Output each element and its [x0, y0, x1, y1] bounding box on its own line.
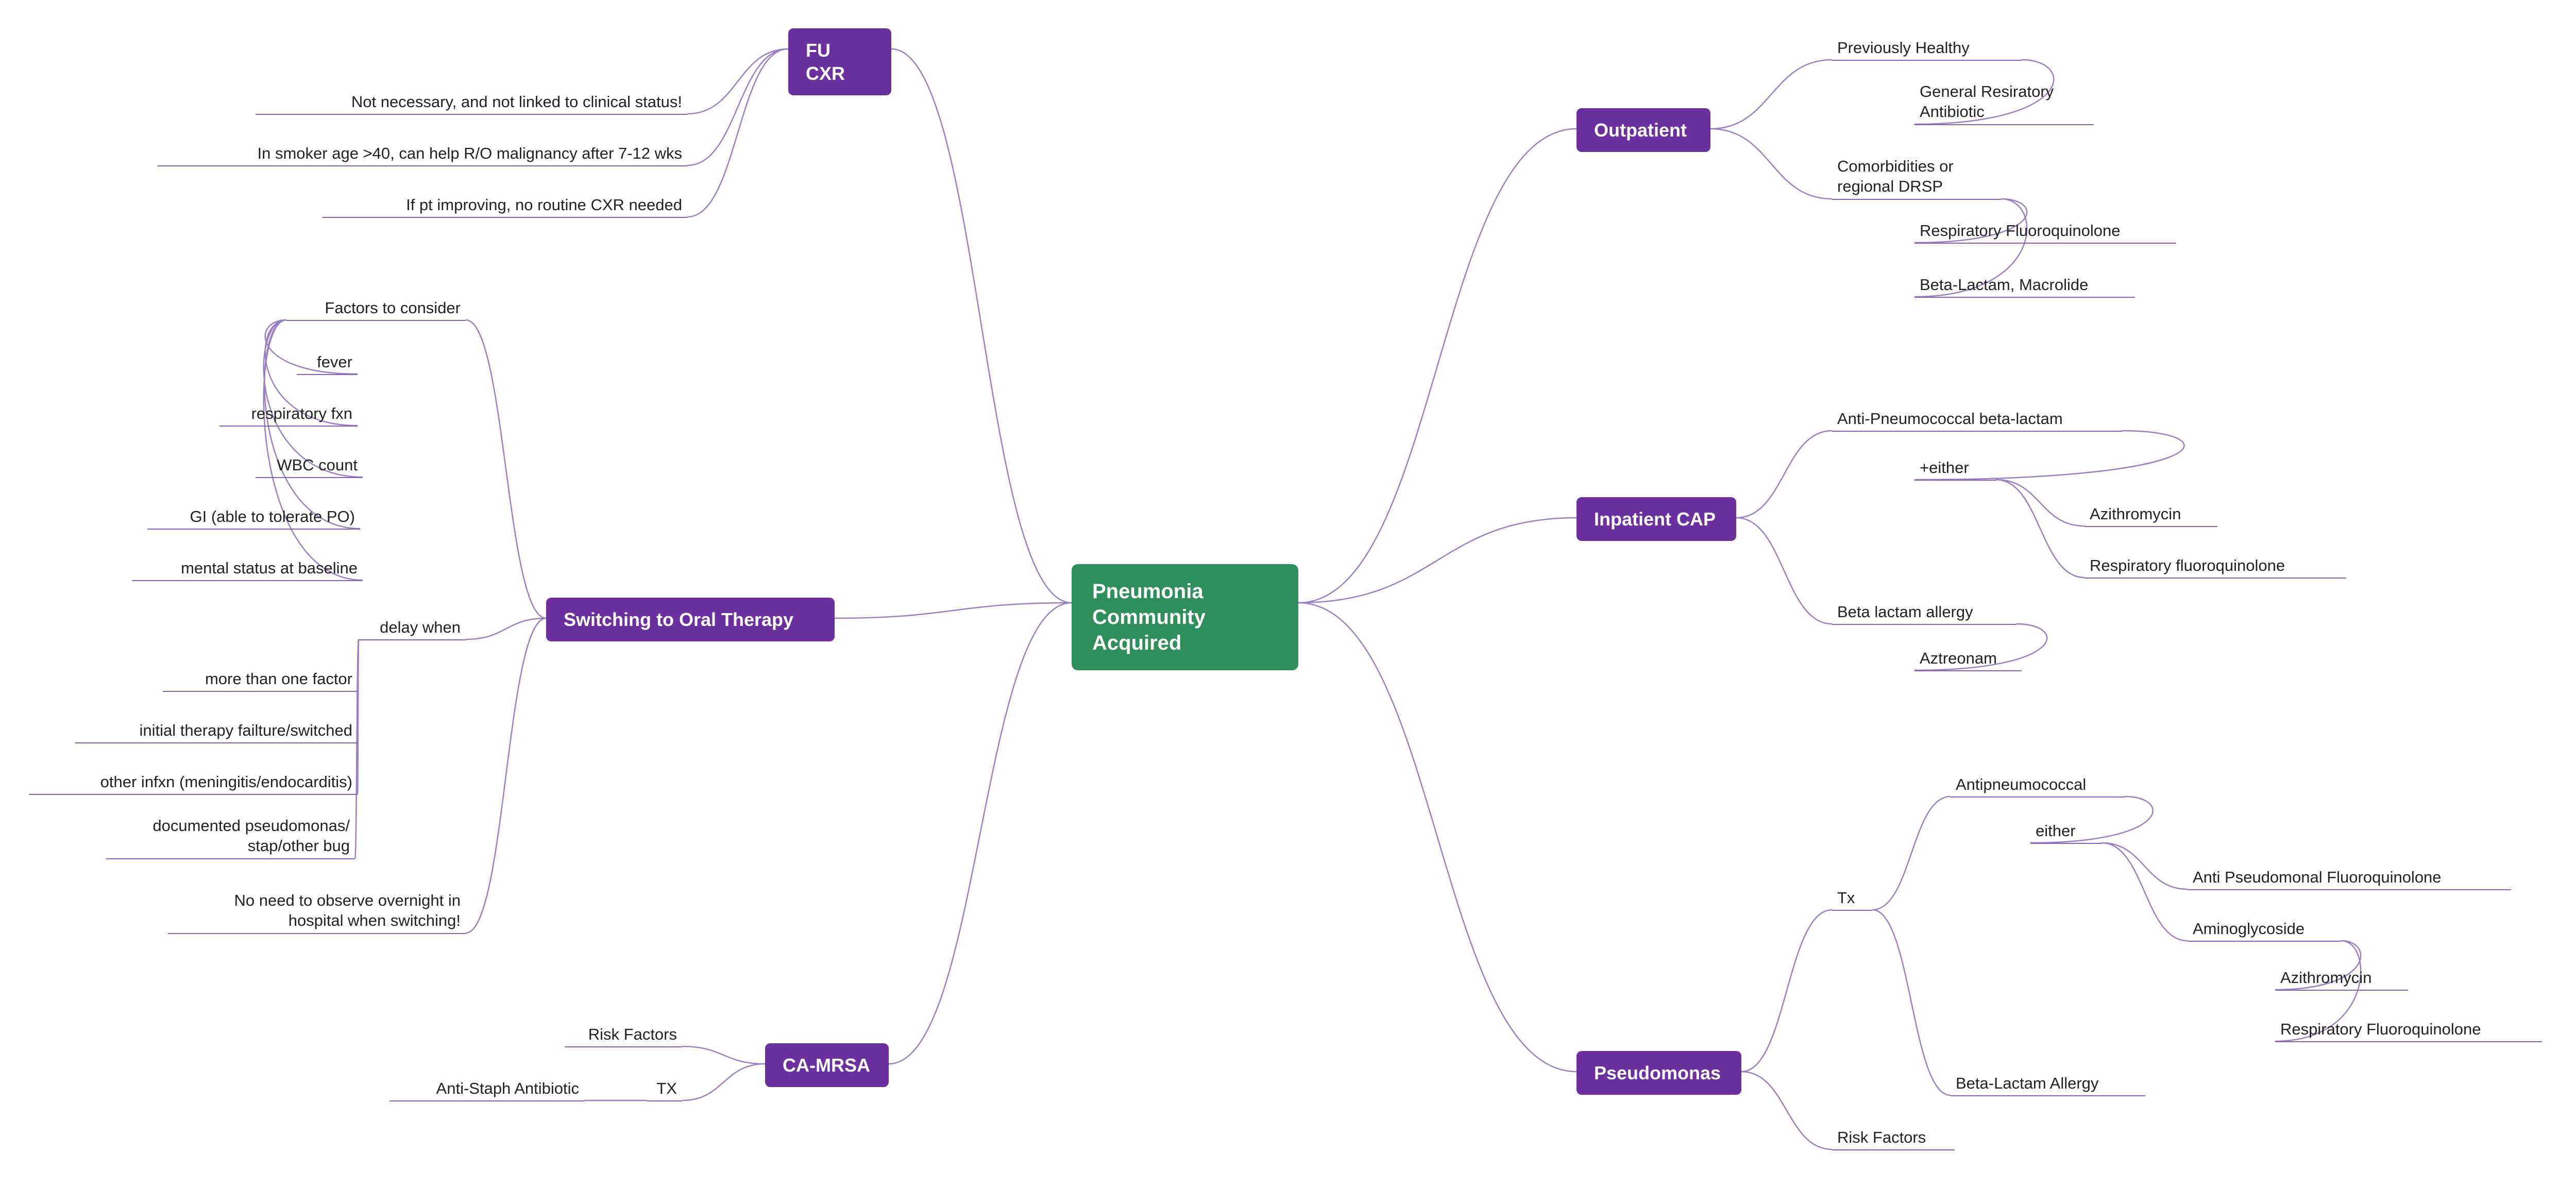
leaf-node: Risk Factors — [1834, 1126, 1953, 1152]
branch-switching: Switching to Oral Therapy — [546, 598, 835, 641]
leaf-node: Not necessary, and not linked to clinica… — [258, 90, 685, 116]
leaf-node: In smoker age >40, can help R/O malignan… — [160, 142, 685, 168]
leaf-node: General Resiratory Antibiotic — [1917, 80, 2092, 126]
leaf-node: more than one factor — [165, 667, 355, 693]
leaf-node: GI (able to tolerate PO) — [149, 505, 358, 531]
leaf-node: initial therapy failture/switched — [77, 719, 355, 745]
leaf-node: Previously Healthy — [1834, 36, 2020, 62]
leaf-node: Anti-Staph Antibiotic — [392, 1077, 582, 1103]
leaf-node: Aminoglycoside — [2190, 917, 2339, 943]
branch-camrsa: CA-MRSA — [765, 1043, 889, 1087]
leaf-node: TX — [649, 1077, 680, 1103]
leaf-node: If pt improving, no routine CXR needed — [325, 193, 685, 219]
leaf-node: respiratory fxn — [222, 402, 355, 428]
leaf-node: documented pseudomonas/ stap/other bug — [108, 814, 353, 860]
leaf-node: Risk Factors — [567, 1023, 680, 1049]
branch-inpatient: Inpatient CAP — [1577, 497, 1736, 541]
leaf-node: WBC count — [258, 453, 361, 480]
leaf-node: delay when — [361, 616, 464, 642]
leaf-node: Azithromycin — [2087, 502, 2215, 529]
leaf-node: No need to observe overnight in hospital… — [170, 889, 464, 935]
leaf-node: Comorbidities or regional DRSP — [1834, 155, 1999, 201]
leaf-node: Beta-Lactam, Macrolide — [1917, 273, 2133, 299]
leaf-node: other infxn (meningitis/endocarditis) — [31, 770, 355, 796]
root-node: Pneumonia Community Acquired — [1072, 564, 1298, 670]
leaf-node: Tx — [1834, 886, 1870, 912]
leaf-node: Respiratory fluoroquinolone — [2087, 554, 2344, 580]
leaf-node: either — [2032, 819, 2099, 845]
branch-outpatient: Outpatient — [1577, 108, 1710, 152]
leaf-node: +either — [1917, 456, 1994, 482]
leaf-node: fever — [299, 350, 355, 377]
branch-pseudomonas: Pseudomonas — [1577, 1051, 1741, 1095]
leaf-node: Factors to consider — [289, 296, 464, 323]
leaf-node: Respiratory Fluoroquinolone — [2277, 1018, 2540, 1044]
leaf-node: Anti Pseudomonal Fluoroquinolone — [2190, 866, 2509, 892]
leaf-node: mental status at baseline — [134, 556, 361, 583]
leaf-node: Azithromycin — [2277, 966, 2406, 992]
leaf-node: Respiratory Fluoroquinolone — [1917, 219, 2174, 245]
leaf-node: Aztreonam — [1917, 647, 2020, 673]
leaf-node: Beta-Lactam Allergy — [1953, 1072, 2143, 1098]
leaf-node: Beta lactam allergy — [1834, 600, 2014, 626]
leaf-node: Anti-Pneumococcal beta-lactam — [1834, 407, 2120, 433]
branch-fucxr: FU CXR — [788, 28, 891, 95]
leaf-node: Antipneumococcal — [1953, 773, 2123, 799]
